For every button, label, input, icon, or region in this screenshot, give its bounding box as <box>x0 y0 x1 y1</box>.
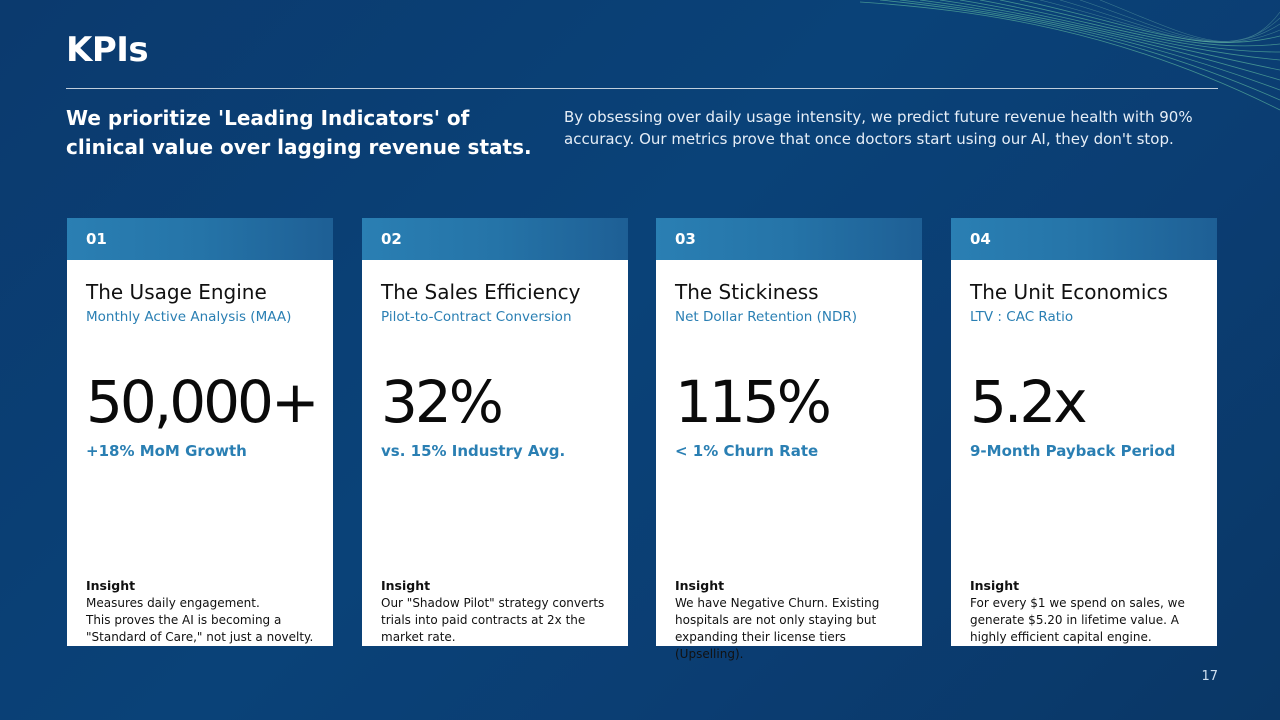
kpi-card-header: 03 <box>656 218 922 260</box>
kpi-card-number: 02 <box>381 230 402 248</box>
lead-description: By obsessing over daily usage intensity,… <box>564 108 1193 148</box>
kpi-card-subtitle: Net Dollar Retention (NDR) <box>675 309 858 325</box>
slide-title: KPIs <box>66 30 149 70</box>
kpi-card-title: The Stickiness <box>675 280 819 304</box>
kpi-card-subtitle: LTV : CAC Ratio <box>970 309 1074 325</box>
kpi-card-title: The Unit Economics <box>970 280 1168 304</box>
kpi-card-metric: 9-Month Payback Period <box>970 442 1176 460</box>
kpi-card-insight-text: Measures daily engagement. This proves t… <box>86 596 314 644</box>
title-divider <box>66 88 1218 89</box>
kpi-card-value: 5.2x <box>970 368 1088 436</box>
kpi-card-title: The Sales Efficiency <box>381 280 581 304</box>
kpi-card-number: 01 <box>86 230 107 248</box>
kpi-card-metric: +18% MoM Growth <box>86 442 247 460</box>
kpi-card-insight-label: Insight <box>86 578 136 593</box>
kpi-card-title: The Usage Engine <box>86 280 267 304</box>
kpi-card-unit-economics: 04 The Unit Economics LTV : CAC Ratio 5.… <box>951 218 1217 646</box>
kpi-card-insight-label: Insight <box>381 578 431 593</box>
kpi-card-subtitle: Pilot-to-Contract Conversion <box>381 309 572 325</box>
kpi-card-sales-efficiency: 02 The Sales Efficiency Pilot-to-Contrac… <box>362 218 628 646</box>
kpi-card-value: 50,000+ <box>86 368 320 436</box>
kpi-card-insight-text: We have Negative Churn. Existing hospita… <box>675 596 880 661</box>
kpi-card-number: 03 <box>675 230 696 248</box>
kpi-card-metric: < 1% Churn Rate <box>675 442 819 460</box>
kpi-card-stickiness: 03 The Stickiness Net Dollar Retention (… <box>656 218 922 661</box>
kpi-card-header: 02 <box>362 218 628 260</box>
kpi-card-metric: vs. 15% Industry Avg. <box>381 442 566 460</box>
kpi-card-usage-engine: 01 The Usage Engine Monthly Active Analy… <box>67 218 333 646</box>
kpi-card-insight-text: For every $1 we spend on sales, we gener… <box>970 596 1185 644</box>
kpi-card-value: 32% <box>381 368 504 436</box>
kpi-card-header: 04 <box>951 218 1217 260</box>
kpi-card-insight-text: Our "Shadow Pilot" strategy converts tri… <box>381 596 605 644</box>
page-number: 17 <box>1201 669 1218 684</box>
kpi-card-insight-label: Insight <box>970 578 1020 593</box>
kpi-card-header: 01 <box>67 218 333 260</box>
kpi-card-number: 04 <box>970 230 991 248</box>
kpi-card-insight-label: Insight <box>675 578 725 593</box>
kpi-card-value: 115% <box>675 368 832 436</box>
kpi-card-subtitle: Monthly Active Analysis (MAA) <box>86 309 292 325</box>
lead-statement: We prioritize 'Leading Indicators' of cl… <box>66 106 532 159</box>
